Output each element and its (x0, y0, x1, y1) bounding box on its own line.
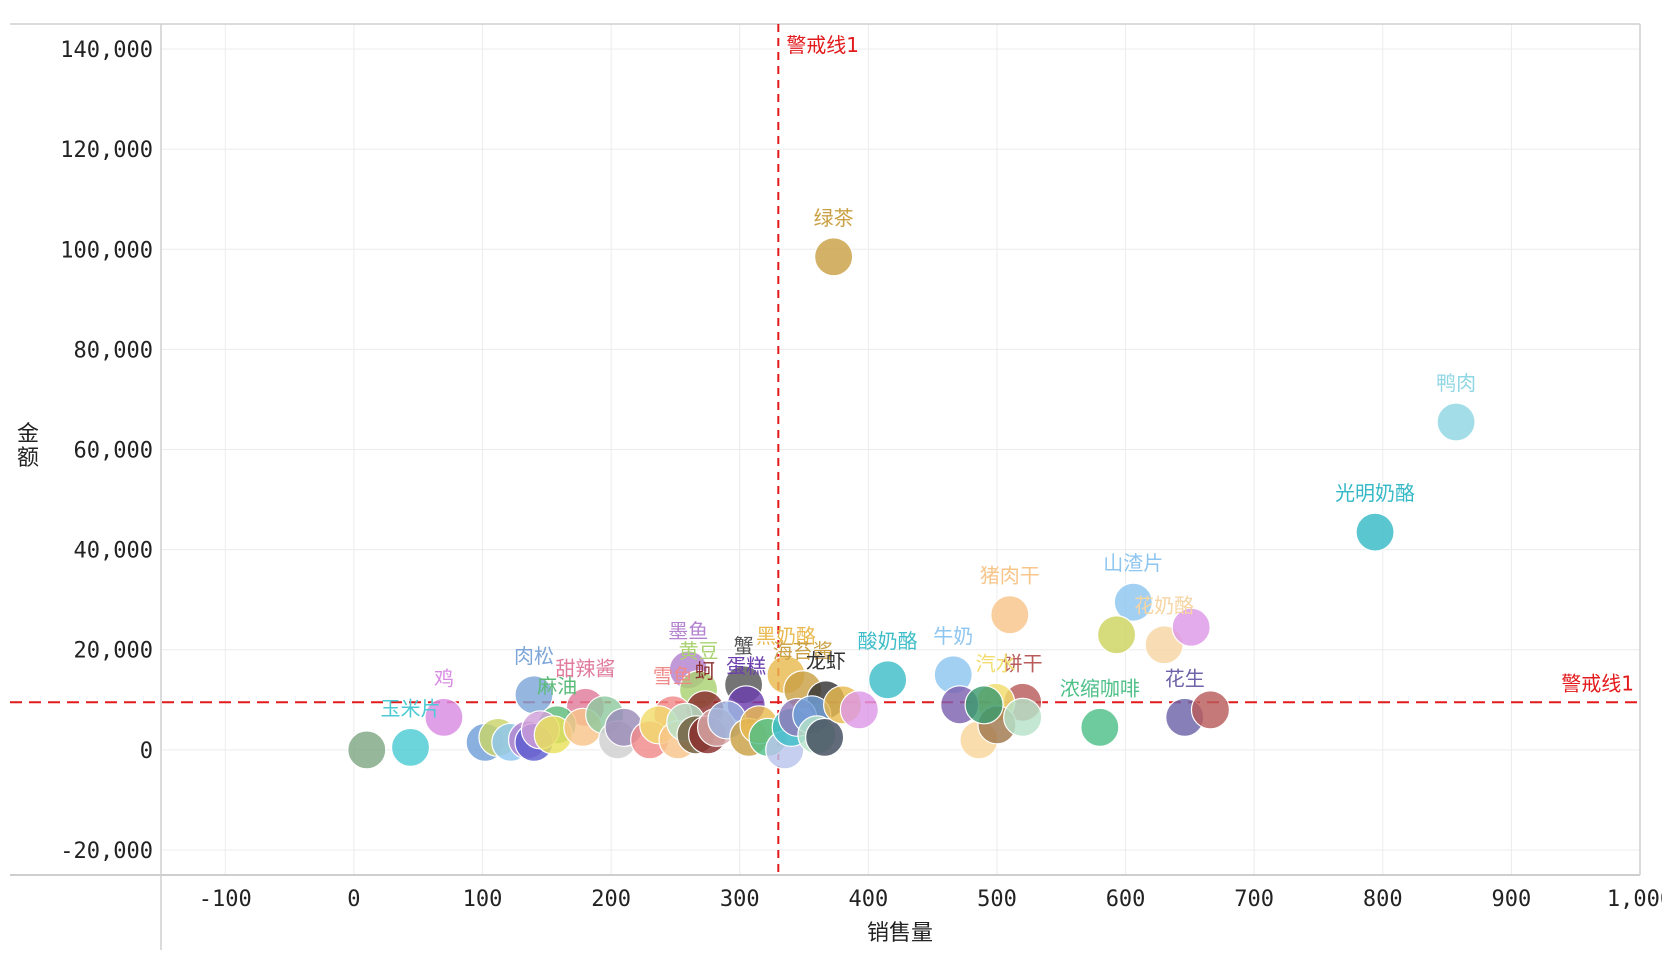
x-tick-label: 400 (848, 887, 888, 912)
scatter-point (1436, 402, 1476, 442)
y-tick-label: 120,000 (60, 138, 153, 163)
scatter-point (868, 660, 908, 700)
scatter-point (814, 237, 854, 277)
point-label: 海苔酱 (773, 639, 833, 663)
point-label: 鸭肉 (1436, 371, 1476, 395)
point-label: 肉松 (514, 644, 554, 668)
point-label: 汽水 (976, 651, 1016, 675)
x-tick-label: 1,000 (1607, 887, 1662, 912)
x-tick-label: 100 (463, 887, 503, 912)
y-tick-label: 140,000 (60, 38, 153, 63)
scatter-point (1190, 690, 1231, 730)
x-axis-title: 销售量 (867, 921, 933, 946)
point-label: 酸奶酪 (858, 629, 918, 653)
y-axis-title: 金额 (17, 422, 39, 471)
point-label: 龙虾 (806, 649, 846, 673)
scatter-point (1113, 582, 1153, 622)
x-tick-label: 200 (591, 887, 631, 912)
scatter-point (1171, 607, 1211, 647)
scatter-point (1080, 707, 1120, 747)
x-reference-label: 警戒线1 (786, 33, 859, 57)
point-label: 光明奶酪 (1335, 481, 1415, 505)
x-tick-label: 600 (1106, 887, 1146, 912)
point-label: 甜辣酱 (555, 656, 615, 680)
scatter-point (347, 730, 387, 770)
y-tick-label: 0 (140, 739, 153, 764)
x-tick-label: 300 (720, 887, 760, 912)
point-label: 雪鱼 (653, 664, 693, 688)
point-label: 黄豆 (679, 639, 719, 663)
x-tick-label: 700 (1234, 887, 1274, 912)
scatter-point (839, 690, 879, 730)
y-tick-label: 100,000 (60, 238, 153, 263)
reference-lines: 警戒线1 警戒线1 (10, 24, 1640, 875)
scatter-point (1096, 615, 1137, 655)
point-label: 猪肉干 (980, 564, 1040, 588)
scatter-point (805, 717, 845, 757)
point-label: 墨鱼 (668, 619, 708, 643)
point-label: 花奶酪 (1134, 594, 1194, 618)
point-labels: 鸭肉光明奶酪 绿茶猪肉干 山渣片花奶酪酸奶酪 牛奶饼干浓缩咖啡 花生 汽水 墨鱼黄豆蟹黑奶酪… (381, 206, 1477, 721)
scatter-point (990, 595, 1030, 635)
scatter-point (424, 697, 464, 737)
x-tick-label: -100 (199, 887, 252, 912)
scatter-point (390, 727, 431, 767)
point-label: 蚵 (695, 659, 715, 683)
point-label: 饼干 (1003, 651, 1043, 675)
point-label: 绿茶 (814, 206, 854, 230)
scatter-point (1003, 697, 1043, 737)
y-tick-label: -20,000 (60, 839, 153, 864)
point-label: 浓缩咖啡 (1060, 676, 1140, 700)
chart-frame (10, 23, 1641, 950)
point-label: 蟹 (734, 634, 754, 658)
y-tick-label: 80,000 (74, 338, 153, 363)
x-tick-label: 900 (1492, 887, 1532, 912)
point-label: 麻油 (537, 674, 577, 698)
scatter-points (347, 237, 1476, 770)
point-label: 山渣片 (1103, 551, 1163, 575)
point-label: 鸡 (434, 666, 454, 690)
y-tick-label: 40,000 (74, 539, 153, 564)
y-tick-label: 20,000 (74, 639, 153, 664)
point-label: 花生 (1165, 666, 1205, 690)
x-axis-ticks: -100 0 100 200 300 400 500 600 700 800 900 1,000 (199, 887, 1662, 912)
scatter-point (1355, 512, 1395, 552)
point-label: 玉米片 (381, 696, 441, 720)
point-label: 蛋糕 (726, 654, 766, 678)
x-tick-label: 800 (1363, 887, 1403, 912)
y-axis-ticks: -20,000 0 20,000 40,000 60,000 80,000 100,000 1… (60, 38, 153, 864)
point-label: 牛奶 (933, 624, 973, 648)
scatter-point (964, 685, 1004, 725)
x-tick-label: 500 (977, 887, 1017, 912)
y-tick-label: 60,000 (74, 439, 153, 464)
point-label: 黑奶酪 (756, 624, 816, 648)
y-reference-label: 警戒线1 (1561, 671, 1634, 695)
x-tick-label: 0 (347, 887, 360, 912)
